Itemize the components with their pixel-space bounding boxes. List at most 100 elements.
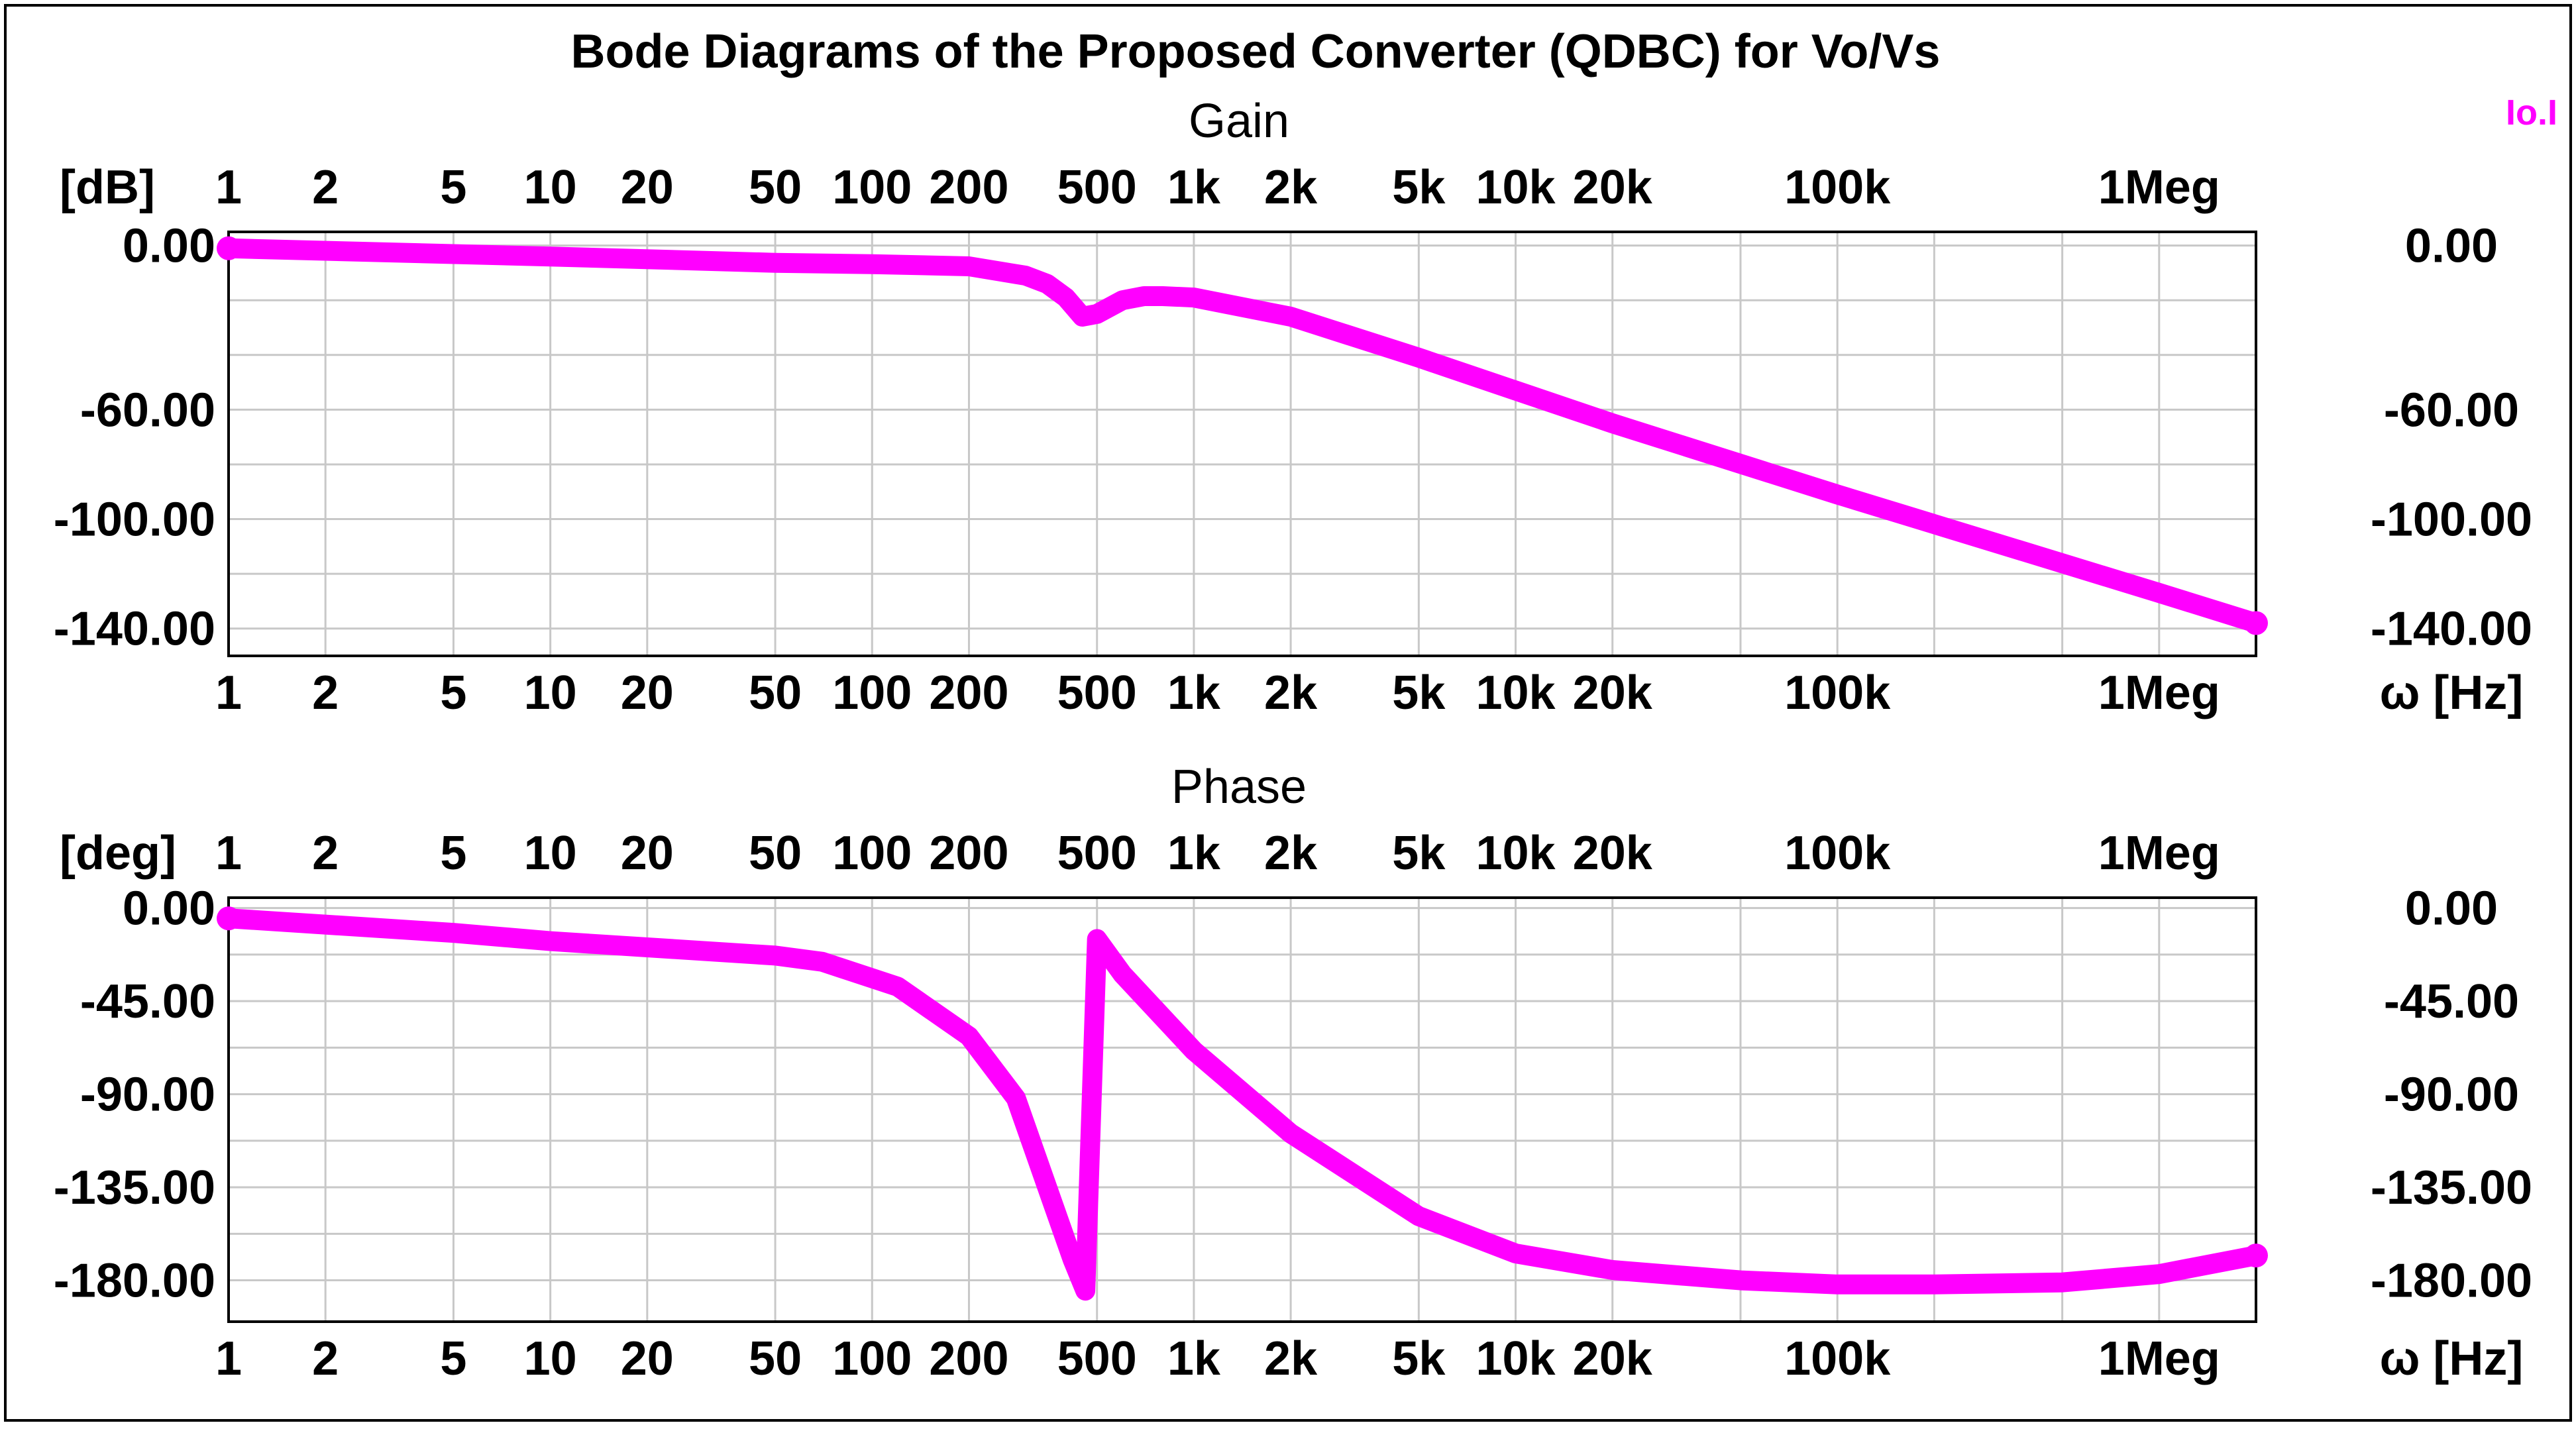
phase-x-tick-label-top: 1Meg (2098, 827, 2220, 880)
phase-plot-border (227, 896, 2257, 1323)
gain-y-tick-label-right: 0.00 (2405, 220, 2498, 273)
phase-x-tick-label-top: 20k (1573, 827, 1653, 880)
gain-plot-border (227, 231, 2257, 657)
phase-x-tick-label-top: 5 (440, 827, 466, 880)
gain-y-tick-label-right: -60.00 (2384, 384, 2519, 437)
legend-label: Io.I (2506, 93, 2557, 132)
phase-x-tick-label-top: 100 (832, 827, 912, 880)
gain-x-tick-label-bottom: 1k (1167, 666, 1221, 719)
phase-x-tick-label-top: 2k (1264, 827, 1318, 880)
phase-series-start-marker (217, 906, 241, 931)
phase-x-tick-label-bottom: 1Meg (2098, 1332, 2220, 1385)
phase-xaxis-label: ω [Hz] (2380, 1332, 2524, 1385)
gain-x-tick-label-top: 100 (832, 161, 912, 214)
gain-x-tick-label-top: 1 (215, 161, 242, 214)
phase-x-tick-label-bottom: 1k (1167, 1332, 1221, 1385)
phase-x-tick-label-bottom: 500 (1057, 1332, 1137, 1385)
gain-y-tick-label-right: -100.00 (2371, 494, 2532, 547)
phase-panel-title: Phase (1171, 761, 1307, 814)
gain-panel: Gain [dB] 1 1 2 2 5 5 10 10 20 20 50 50 100 100 200 200 50… (54, 95, 2532, 719)
gain-x-tick-label-bottom: 5 (440, 666, 466, 719)
gain-x-tick-label-top: 20k (1573, 161, 1653, 214)
gain-x-tick-label-bottom: 20 (621, 666, 674, 719)
phase-x-tick-label-bottom: 10 (524, 1332, 577, 1385)
gain-x-tick-label-top: 20 (621, 161, 674, 214)
phase-y-tick-label-left: -135.00 (54, 1161, 215, 1214)
gain-series-end-marker (2244, 611, 2268, 635)
gain-x-tick-label-top: 5k (1392, 161, 1446, 214)
gain-y-tick-label-left: 0.00 (123, 220, 215, 273)
gain-x-tick-label-bottom: 500 (1057, 666, 1137, 719)
gain-y-tick-label-left: -140.00 (54, 603, 215, 656)
phase-x-tick-label-top: 10 (524, 827, 577, 880)
gain-y-tick-label-left: -60.00 (80, 384, 215, 437)
phase-x-tick-label-bottom: 20k (1573, 1332, 1653, 1385)
phase-x-tick-label-top: 500 (1057, 827, 1137, 880)
phase-y-tick-label-left: -90.00 (80, 1069, 215, 1122)
gain-y-tick-label-left: -100.00 (54, 494, 215, 547)
gain-ylabel: [dB] (60, 161, 155, 214)
gain-x-tick-label-top: 1Meg (2098, 161, 2220, 214)
phase-y-tick-label-right: -180.00 (2371, 1255, 2532, 1308)
phase-y-tick-label-right: -45.00 (2384, 975, 2519, 1028)
phase-x-tick-label-top: 1 (215, 827, 242, 880)
phase-x-tick-label-bottom: 100 (832, 1332, 912, 1385)
gain-x-tick-label-top: 10k (1476, 161, 1556, 214)
gain-series-start-marker (217, 236, 241, 260)
phase-x-tick-label-top: 1k (1167, 827, 1221, 880)
gain-x-tick-label-bottom: 200 (929, 666, 1008, 719)
phase-x-tick-label-bottom: 10k (1476, 1332, 1556, 1385)
chart-title: Bode Diagrams of the Proposed Converter … (571, 25, 1941, 78)
gain-x-tick-label-top: 2k (1264, 161, 1318, 214)
gain-x-tick-label-top: 200 (929, 161, 1008, 214)
gain-x-tick-label-top: 50 (749, 161, 802, 214)
gain-x-tick-label-top: 1k (1167, 161, 1221, 214)
gain-xaxis-label: ω [Hz] (2380, 666, 2524, 719)
phase-x-tick-label-bottom: 100k (1784, 1332, 1891, 1385)
gain-x-tick-label-top: 2 (312, 161, 339, 214)
phase-x-tick-label-top: 100k (1784, 827, 1891, 880)
phase-x-tick-label-bottom: 200 (929, 1332, 1008, 1385)
gain-x-tick-label-bottom: 1 (215, 666, 242, 719)
gain-x-tick-label-bottom: 5k (1392, 666, 1446, 719)
gain-x-tick-label-bottom: 2 (312, 666, 339, 719)
phase-x-tick-label-top: 50 (749, 827, 802, 880)
phase-ylabel: [deg] (60, 827, 176, 880)
phase-y-tick-label-left: 0.00 (123, 882, 215, 935)
gain-x-tick-label-bottom: 10 (524, 666, 577, 719)
phase-y-tick-label-left: -45.00 (80, 975, 215, 1028)
phase-x-tick-label-bottom: 5k (1392, 1332, 1446, 1385)
phase-y-tick-label-right: -90.00 (2384, 1069, 2519, 1122)
phase-x-tick-label-bottom: 2 (312, 1332, 339, 1385)
gain-x-tick-label-top: 100k (1784, 161, 1891, 214)
gain-x-tick-label-bottom: 2k (1264, 666, 1318, 719)
gain-panel-title: Gain (1189, 95, 1289, 148)
phase-x-tick-label-bottom: 1 (215, 1332, 242, 1385)
phase-y-tick-label-left: -180.00 (54, 1255, 215, 1308)
gain-x-tick-label-top: 10 (524, 161, 577, 214)
phase-x-tick-label-bottom: 20 (621, 1332, 674, 1385)
phase-x-tick-label-top: 2 (312, 827, 339, 880)
gain-series-line (219, 238, 2266, 633)
gain-y-tick-label-right: -140.00 (2371, 603, 2532, 656)
phase-x-tick-label-top: 200 (929, 827, 1008, 880)
phase-series-line (219, 908, 2266, 1301)
phase-x-tick-label-bottom: 2k (1264, 1332, 1318, 1385)
gain-x-tick-label-bottom: 20k (1573, 666, 1653, 719)
phase-x-tick-label-top: 10k (1476, 827, 1556, 880)
gain-x-tick-label-bottom: 1Meg (2098, 666, 2220, 719)
gain-x-tick-label-bottom: 50 (749, 666, 802, 719)
phase-x-tick-label-top: 20 (621, 827, 674, 880)
gain-x-tick-label-top: 500 (1057, 161, 1137, 214)
phase-y-tick-label-right: 0.00 (2405, 882, 2498, 935)
phase-plot-area (229, 898, 2256, 1322)
gain-x-tick-label-bottom: 10k (1476, 666, 1556, 719)
gain-x-tick-label-top: 5 (440, 161, 466, 214)
phase-panel: Phase [deg] 1 1 2 2 5 5 10 10 20 20 50 50 100 100 200 200… (54, 761, 2532, 1385)
phase-x-tick-label-bottom: 50 (749, 1332, 802, 1385)
phase-x-tick-label-bottom: 5 (440, 1332, 466, 1385)
gain-plot-area (229, 232, 2256, 656)
phase-x-tick-label-top: 5k (1392, 827, 1446, 880)
